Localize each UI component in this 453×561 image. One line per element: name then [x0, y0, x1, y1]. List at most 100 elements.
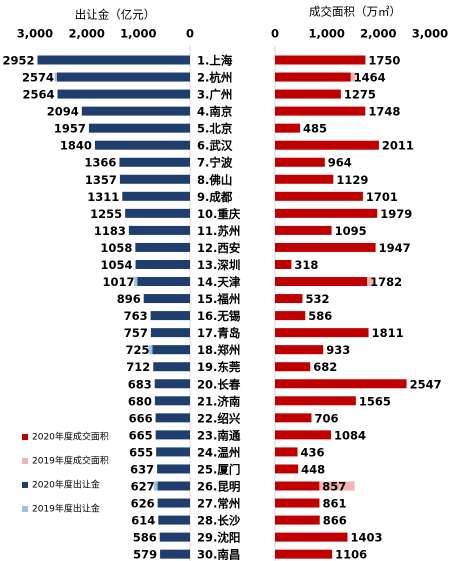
value-label: 614 — [131, 514, 155, 528]
bar — [157, 498, 190, 508]
x-tick-label: 0 — [186, 27, 194, 41]
value-label: 586 — [308, 309, 332, 323]
value-label: 1017 — [102, 275, 134, 289]
legend-swatch — [22, 482, 28, 488]
bar — [275, 549, 333, 559]
legend-label: 2019年度成交面积 — [32, 455, 109, 467]
x-tick-label: 0 — [271, 27, 279, 41]
bar — [158, 515, 190, 525]
legend-swatch — [22, 458, 28, 464]
bar — [275, 396, 356, 406]
bar — [275, 72, 351, 82]
category-label: 10.重庆 — [197, 207, 241, 221]
bar — [143, 294, 190, 304]
bar — [155, 430, 190, 440]
category-label: 9.成都 — [197, 190, 233, 204]
value-label: 683 — [128, 377, 152, 391]
value-label: 1811 — [372, 326, 404, 340]
value-label: 1275 — [344, 88, 376, 102]
value-label: 1748 — [368, 105, 400, 119]
value-label: 1058 — [100, 241, 132, 255]
value-label: 2011 — [382, 139, 414, 153]
value-label: 448 — [301, 462, 325, 476]
bar — [275, 106, 366, 116]
value-label: 857 — [322, 480, 346, 494]
bar — [135, 242, 190, 252]
value-label: 1357 — [85, 173, 117, 187]
bar — [150, 328, 190, 338]
category-label: 3.广州 — [197, 88, 232, 102]
bar — [160, 549, 190, 559]
value-label: 626 — [131, 497, 155, 511]
value-label: 1403 — [350, 531, 382, 545]
bar — [275, 515, 320, 525]
value-label: 532 — [305, 292, 329, 306]
value-label: 861 — [322, 497, 346, 511]
category-label: 13.深圳 — [197, 258, 240, 272]
bar — [275, 242, 376, 252]
bar — [88, 123, 190, 133]
bar — [275, 294, 303, 304]
bar — [275, 498, 320, 508]
value-label: 665 — [129, 428, 153, 442]
value-label: 2564 — [23, 88, 55, 102]
category-label: 17.青岛 — [197, 326, 240, 340]
bar — [57, 72, 191, 82]
legend-swatch — [22, 434, 28, 440]
value-label: 964 — [328, 156, 352, 170]
bar — [153, 362, 190, 372]
value-label: 1084 — [334, 428, 366, 442]
category-label: 20.长春 — [197, 377, 241, 391]
value-label: 1565 — [359, 394, 391, 408]
value-label: 485 — [303, 122, 327, 136]
value-label: 318 — [294, 258, 318, 272]
value-label: 1701 — [366, 190, 398, 204]
category-label: 5.北京 — [197, 122, 233, 136]
value-label: 1106 — [335, 548, 367, 561]
category-label: 11.苏州 — [197, 224, 240, 238]
bar — [154, 396, 190, 406]
value-label: 1979 — [380, 207, 412, 221]
value-label: 436 — [301, 445, 325, 459]
bar — [275, 89, 341, 99]
bar — [157, 464, 190, 474]
value-label: 2094 — [47, 105, 79, 119]
value-label: 1947 — [379, 241, 411, 255]
x-tick-label: 3,000 — [17, 27, 53, 41]
value-label: 706 — [314, 411, 338, 425]
legend-label: 2020年度出让金 — [32, 479, 100, 491]
value-label: 1311 — [87, 190, 119, 204]
bar — [275, 55, 366, 65]
bar — [275, 174, 334, 184]
category-label: 29.沈阳 — [197, 531, 240, 545]
bar — [275, 123, 301, 133]
bar — [275, 140, 379, 150]
bar — [150, 311, 190, 321]
bar — [275, 328, 369, 338]
chart-title: 出让金（亿元） — [75, 8, 156, 22]
value-label: 682 — [313, 360, 337, 374]
bar — [275, 379, 407, 389]
category-label: 21.济南 — [197, 394, 241, 408]
value-label: 1054 — [101, 258, 133, 272]
bar — [122, 191, 190, 201]
bar — [37, 55, 191, 65]
bar — [157, 481, 190, 491]
value-label: 1840 — [60, 139, 92, 153]
bar — [275, 345, 324, 355]
category-label: 30.南昌 — [197, 548, 240, 561]
bar — [275, 430, 332, 440]
category-label: 22.绍兴 — [197, 411, 241, 425]
category-label: 28.长沙 — [197, 514, 241, 528]
value-label: 712 — [126, 360, 150, 374]
value-label: 637 — [130, 462, 154, 476]
value-label: 866 — [323, 514, 347, 528]
bar — [159, 532, 190, 542]
bar — [275, 225, 332, 235]
bar — [275, 191, 363, 201]
value-label: 2952 — [2, 54, 34, 68]
category-label: 7.宁波 — [197, 156, 233, 170]
category-label: 2.杭州 — [197, 71, 232, 85]
bar — [57, 89, 190, 99]
bar — [154, 379, 190, 389]
